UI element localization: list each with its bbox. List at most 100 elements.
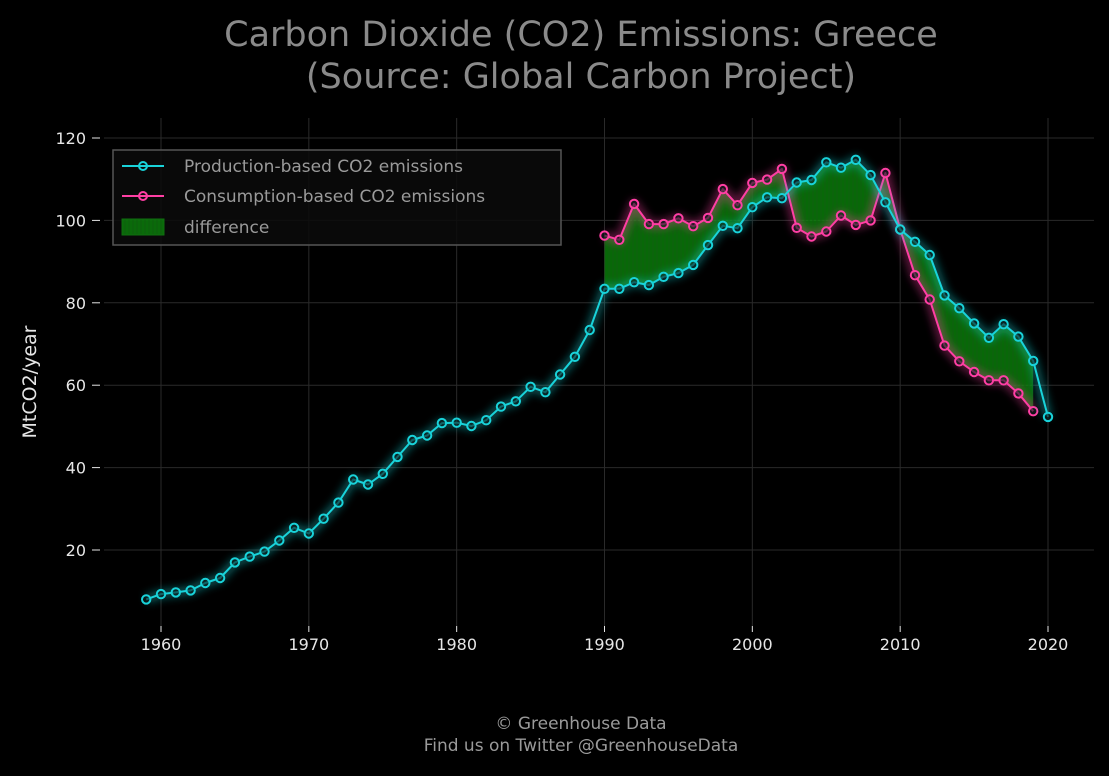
consumption-series-point	[954, 356, 965, 367]
production-series-point	[303, 528, 314, 539]
production-series-point	[466, 420, 477, 432]
production-series-point	[274, 535, 285, 546]
production-series-point	[318, 513, 329, 524]
production-series-point	[702, 239, 714, 251]
production-series-point	[939, 290, 950, 301]
production-series-point	[525, 381, 536, 392]
production-series-point	[998, 319, 1009, 330]
production-series-point	[495, 401, 507, 412]
y-tick-label: 20	[66, 541, 86, 560]
x-tick-label: 1990	[584, 635, 625, 654]
consumption-series-point	[998, 375, 1009, 386]
consumption-series-point	[909, 270, 921, 281]
production-series-point	[643, 279, 655, 291]
production-series-point	[628, 277, 640, 288]
production-series-point	[658, 271, 669, 282]
x-tick-label: 1980	[436, 635, 477, 654]
production-series-point	[244, 551, 255, 562]
consumption-series-point	[658, 218, 669, 230]
consumption-series-point	[865, 215, 876, 226]
production-series-point	[155, 588, 167, 600]
consumption-series-point	[821, 226, 832, 237]
production-series-point	[141, 594, 152, 605]
consumption-series-point	[835, 210, 847, 221]
production-series-point	[983, 332, 995, 343]
production-series-point	[791, 177, 802, 188]
consumption-series-point	[702, 212, 714, 224]
production-series-point	[806, 174, 817, 186]
consumption-series-point	[614, 234, 625, 246]
consumption-series-point	[717, 183, 728, 195]
consumption-series-point	[924, 294, 935, 305]
production-series-point	[540, 387, 551, 398]
y-tick-label: 120	[55, 129, 86, 148]
production-series-point	[200, 577, 211, 589]
consumption-series-point	[806, 231, 817, 242]
legend-box	[112, 149, 562, 246]
production-series-point	[850, 154, 861, 166]
x-tick-label: 2010	[880, 635, 921, 654]
production-series-point	[377, 468, 388, 479]
consumption-series-point	[880, 167, 891, 179]
x-tick-label: 2000	[732, 635, 773, 654]
production-series-point	[554, 369, 566, 380]
production-series-point	[688, 259, 699, 271]
production-series-point	[717, 220, 728, 232]
production-series-point	[968, 318, 980, 329]
production-series-point	[954, 303, 965, 314]
consumption-series-point	[939, 340, 950, 351]
production-series-point	[1013, 331, 1024, 342]
x-tick-label: 1960	[141, 635, 182, 654]
production-series-point	[348, 474, 359, 485]
consumption-series-point	[968, 366, 980, 378]
consumption-series-point	[791, 222, 802, 234]
legend-production-label: Production-based CO2 emissions	[184, 157, 463, 177]
production-series-point	[259, 546, 270, 557]
production-series-point	[880, 197, 891, 208]
production-series-point	[1028, 355, 1039, 367]
consumption-series-point	[850, 219, 861, 231]
difference-area	[604, 159, 1034, 412]
production-series-point	[421, 430, 433, 441]
production-series-point	[835, 162, 847, 173]
legend-consumption-label: Consumption-based CO2 emissions	[184, 187, 485, 207]
production-series-point	[392, 451, 403, 463]
y-tick-label: 60	[66, 376, 86, 395]
production-series-point	[214, 572, 226, 584]
legend-consumption-marker	[138, 191, 148, 201]
production-series-point	[909, 236, 921, 248]
production-series-point	[569, 351, 581, 362]
production-series-point	[288, 522, 300, 533]
production-series-point	[451, 417, 462, 428]
y-axis-label: MtCO2/year	[19, 325, 41, 438]
x-tick-label: 2020	[1028, 635, 1069, 654]
consumption-series-point	[761, 174, 773, 185]
consumption-series-point	[732, 200, 743, 211]
legend-production-marker	[138, 161, 148, 171]
x-tick-label: 1970	[288, 635, 329, 654]
y-tick-label: 80	[66, 294, 86, 313]
production-series-point	[761, 192, 773, 203]
production-series-point	[732, 223, 743, 234]
consumption-series-point	[1028, 406, 1039, 417]
consumption-series-point	[599, 230, 610, 241]
production-series-point	[584, 324, 595, 336]
y-tick-label: 100	[55, 211, 86, 230]
consumption-series-point	[688, 221, 699, 232]
legend-difference-swatch	[121, 218, 165, 236]
legend-difference-label: difference	[184, 218, 269, 238]
production-series-point	[362, 479, 374, 490]
production-series-point	[895, 224, 906, 235]
production-series-point	[776, 193, 788, 204]
production-series-point	[229, 557, 241, 568]
production-series-point	[185, 585, 196, 596]
production-series-point	[407, 434, 418, 446]
legend: Production-based CO2 emissions Consumptio…	[112, 149, 562, 246]
production-series-point	[865, 169, 876, 181]
consumption-series-point	[983, 375, 995, 386]
production-series-point	[170, 587, 182, 598]
production-series-point	[1042, 411, 1054, 423]
production-series-point	[481, 415, 492, 426]
